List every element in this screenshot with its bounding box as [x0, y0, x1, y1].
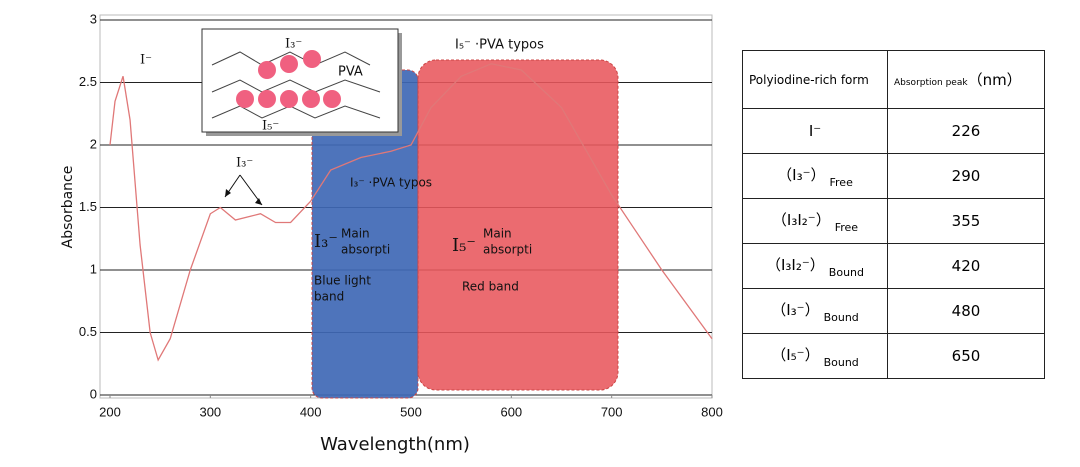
- y-tick-label: 2.5: [79, 74, 97, 89]
- form-cell: （I₃⁻） Free: [742, 153, 888, 199]
- iodine: [303, 50, 321, 68]
- x-tick-label: 300: [199, 404, 221, 419]
- chain: [211, 79, 381, 93]
- header-unit: （nm）: [967, 71, 1022, 89]
- form-cell: （I₅⁻） Bound: [742, 333, 888, 379]
- header-cell: Polyiodine-rich form: [742, 50, 888, 109]
- y-tick-label: 2: [90, 136, 97, 151]
- form-text: I⁻: [808, 122, 822, 140]
- annotation: PVA: [338, 65, 363, 80]
- annotation: Blue light: [314, 274, 371, 288]
- inset-box: [201, 28, 399, 133]
- annotation: I₃⁻: [314, 231, 338, 252]
- iodine: [258, 61, 276, 79]
- y-tick-label: 3: [90, 11, 97, 26]
- annotation: I₃⁻: [285, 37, 302, 52]
- table-row: （I₃⁻） Free 290: [742, 153, 1045, 199]
- form-state: Bound: [823, 355, 859, 369]
- inset: I₃⁻ PVA I₅⁻: [201, 28, 402, 136]
- form-state: Bound: [823, 310, 859, 324]
- x-tick-label: 700: [601, 404, 623, 419]
- annotation: absorpti: [483, 243, 532, 257]
- peak-cell: 650: [887, 333, 1045, 379]
- form-text: （I₃I₂⁻）: [766, 255, 825, 274]
- header-cell: Absorption peak（nm）: [887, 50, 1045, 109]
- y-tick-label: 0.5: [79, 324, 97, 339]
- annotation: band: [314, 290, 344, 304]
- iodine: [236, 90, 254, 108]
- peak-cell: 290: [887, 153, 1045, 199]
- form-state: Free: [834, 220, 859, 234]
- form-text: （I₃I₂⁻）: [771, 210, 831, 229]
- form-state: Bound: [828, 265, 864, 279]
- annotation: Main: [341, 227, 370, 241]
- table-row: （I₅⁻） Bound 650: [742, 333, 1045, 379]
- y-tick-label: 1: [90, 261, 97, 276]
- y-axis-label: Absorbance: [60, 166, 76, 249]
- form-text: （I₃⁻）: [777, 165, 826, 184]
- x-tick-label: 400: [300, 404, 322, 419]
- header-text: Absorption peak: [894, 78, 968, 88]
- x-tick-label: 200: [99, 404, 121, 419]
- annotation: I₃⁻: [236, 156, 253, 171]
- form-text: （I₃⁻）: [771, 300, 820, 319]
- form-cell: （I₃I₂⁻） Free: [742, 198, 888, 244]
- table-row: （I₃I₂⁻） Free 355: [742, 198, 1045, 244]
- chain: [211, 51, 371, 66]
- form-cell: I⁻: [742, 108, 888, 154]
- form-cell: （I₃⁻） Bound: [742, 288, 888, 334]
- table-row: （I₃⁻） Bound 480: [742, 288, 1045, 334]
- iodine: [258, 90, 276, 108]
- annotation: I₅⁻ ·PVA typos: [455, 38, 544, 53]
- table-row: （I₃I₂⁻） Bound 420: [742, 243, 1045, 289]
- peak-cell: 355: [887, 198, 1045, 244]
- annotation: absorpti: [341, 243, 390, 257]
- x-tick-label: 600: [500, 404, 522, 419]
- annotation: Red band: [462, 280, 519, 294]
- red-band: [417, 59, 619, 391]
- annotation: I₃⁻ ·PVA typos: [350, 176, 432, 190]
- y-tick-label: 1.5: [79, 199, 97, 214]
- peak-table: Polyiodine-rich form Absorption peak（nm）…: [742, 50, 1045, 379]
- iodine: [323, 90, 341, 108]
- peak-cell: 420: [887, 243, 1045, 289]
- annotation: I⁻: [140, 53, 152, 68]
- x-axis-label: Wavelength(nm): [320, 434, 470, 455]
- annotation: I₅⁻: [452, 235, 476, 256]
- x-tick-label: 500: [400, 404, 422, 419]
- arrow-head: [225, 189, 262, 205]
- absorbance-curve: [109, 63, 713, 362]
- header-row: Polyiodine-rich form Absorption peak（nm）: [742, 50, 1045, 109]
- iodine: [280, 55, 298, 73]
- form-state: Free: [829, 175, 853, 189]
- annotation: Main: [483, 227, 512, 241]
- x-tick-label: 800: [701, 404, 723, 419]
- peak-cell: 226: [887, 108, 1045, 154]
- iodine: [280, 90, 298, 108]
- annotation: I₅⁻: [262, 119, 279, 134]
- table-row: I⁻ 226: [742, 108, 1045, 154]
- form-text: （I₅⁻）: [771, 345, 820, 364]
- peak-cell: 480: [887, 288, 1045, 334]
- form-cell: （I₃I₂⁻） Bound: [742, 243, 888, 289]
- y-tick-label: 0: [90, 386, 97, 401]
- iodine: [302, 90, 320, 108]
- chart: I₃⁻ PVA I₅⁻ I⁻ I₅⁻ ·PVA typos I₃⁻ I₃⁻ ·P…: [60, 11, 723, 455]
